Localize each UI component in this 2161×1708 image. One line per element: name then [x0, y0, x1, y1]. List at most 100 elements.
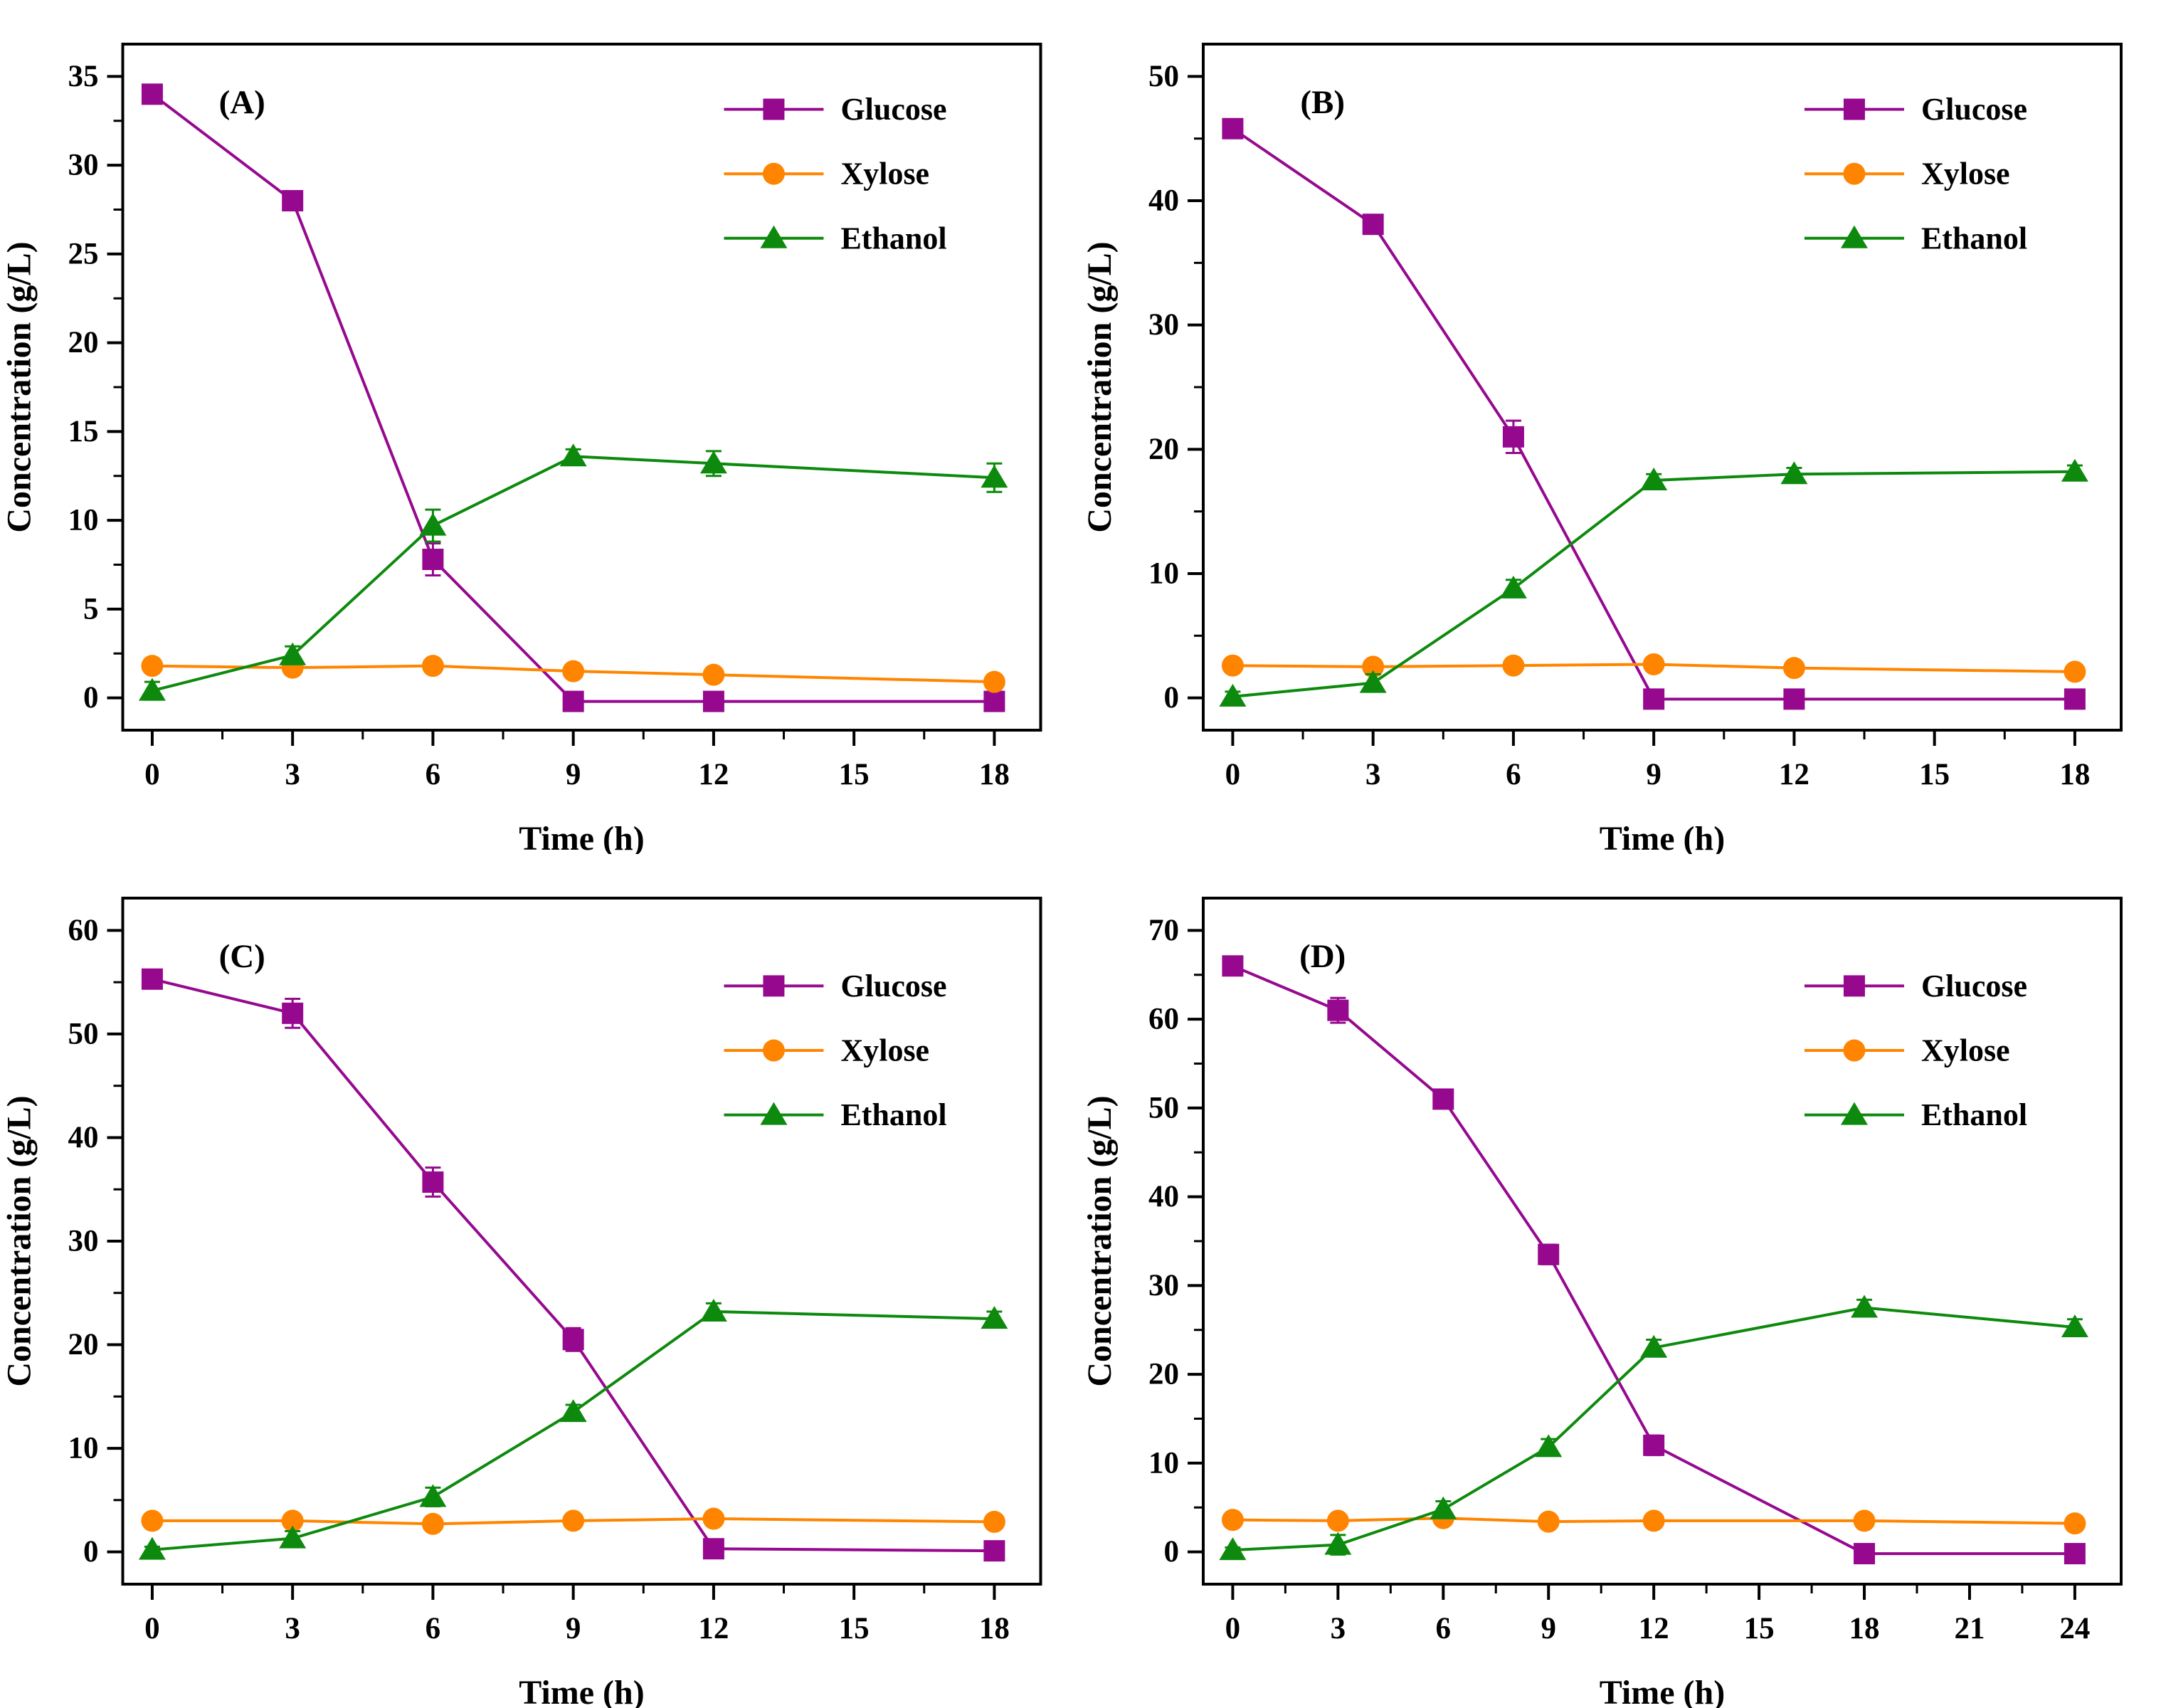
- x-tick-label: 9: [566, 1612, 581, 1645]
- x-tick-label: 9: [1646, 758, 1661, 791]
- panel-d: 0 10 20 30 40 50 60 70 0 3 6 9 12 15 18 21 24 Time (h) Con…: [1081, 854, 2161, 1708]
- y-axis-title: Concentration (g/L): [1, 1095, 38, 1386]
- x-tick-label: 18: [979, 758, 1010, 791]
- x-tick-label: 0: [144, 758, 160, 791]
- x-tick-label: 12: [698, 1612, 729, 1645]
- data-point-circle: [2064, 660, 2086, 683]
- series-xylose: [141, 655, 1005, 693]
- data-point-circle: [1221, 654, 1244, 677]
- legend-label: Ethanol: [840, 221, 946, 255]
- legend-marker-circle: [1843, 162, 1866, 185]
- series-glucose: [1222, 117, 2086, 710]
- x-tick-label: 24: [2059, 1612, 2090, 1645]
- y-axis-title: Concentration (g/L): [1081, 241, 1119, 532]
- series-line: [152, 1517, 995, 1526]
- series-xylose: [1221, 653, 2086, 683]
- data-point-triangle: [1851, 1295, 1879, 1318]
- y-tick-label: 30: [68, 1225, 99, 1258]
- x-tick-label: 15: [839, 758, 870, 791]
- data-point-circle: [983, 670, 1005, 693]
- chart-panel-c: 0 10 20 30 40 50 60 0 3 6 9 12 15 18 Time (h) Concentra…: [1, 897, 1042, 1708]
- x-tick-label: 6: [426, 1612, 441, 1645]
- legend-label: Ethanol: [1921, 221, 2027, 255]
- legend-label: Glucose: [1921, 969, 2027, 1003]
- data-point-triangle: [2061, 458, 2088, 482]
- x-tick-label: 9: [566, 758, 581, 791]
- y-tick-label: 40: [68, 1121, 99, 1154]
- data-point-triangle: [1219, 1537, 1247, 1561]
- data-point-circle: [1326, 1509, 1349, 1532]
- y-tick-label: 0: [1164, 1535, 1180, 1569]
- x-tick-label: 12: [698, 758, 729, 791]
- data-point-square: [562, 690, 584, 712]
- data-point-square: [1222, 117, 1244, 139]
- data-point-square: [2064, 688, 2086, 710]
- data-point-circle: [983, 1510, 1005, 1533]
- panel-c: 0 10 20 30 40 50 60 0 3 6 9 12 15 18 Time (h) Concentra…: [0, 854, 1081, 1708]
- data-point-triangle: [1640, 1334, 1668, 1358]
- x-tick-label: 21: [1954, 1612, 1985, 1645]
- y-tick-label: 0: [83, 681, 99, 715]
- data-point-triangle: [2061, 1314, 2088, 1337]
- y-tick-label: 50: [1148, 60, 1179, 93]
- x-tick-label: 12: [1779, 758, 1809, 791]
- x-axis-title: Time (h): [519, 1674, 644, 1708]
- data-point-triangle: [1324, 1532, 1352, 1555]
- series-ethanol: [1219, 1295, 2088, 1561]
- data-point-triangle: [1499, 575, 1527, 599]
- x-tick-label: 18: [979, 1612, 1010, 1645]
- y-tick-label: 50: [68, 1017, 99, 1050]
- x-tick-label: 0: [1225, 758, 1241, 791]
- data-point-circle: [281, 1509, 304, 1532]
- data-point-triangle: [279, 642, 307, 665]
- data-point-circle: [1362, 655, 1385, 678]
- y-tick-label: 10: [68, 1432, 99, 1465]
- x-tick-label: 0: [144, 1612, 160, 1645]
- data-point-triangle: [1430, 1496, 1457, 1519]
- y-axis-title: Concentration (g/L): [1, 241, 38, 532]
- data-point-triangle: [699, 450, 727, 474]
- x-tick-label: 3: [1365, 758, 1381, 791]
- data-point-circle: [421, 655, 444, 678]
- data-point-triangle: [699, 1298, 727, 1322]
- y-tick-label: 30: [68, 149, 99, 182]
- data-point-circle: [562, 660, 585, 682]
- series-xylose: [1221, 1507, 2086, 1535]
- x-axis-title: Time (h): [519, 820, 644, 854]
- legend-marker-square: [763, 98, 785, 120]
- data-point-triangle: [981, 1306, 1008, 1329]
- series-ethanol: [1219, 458, 2088, 707]
- legend-label: Glucose: [1921, 92, 2027, 127]
- data-point-square: [1643, 1434, 1665, 1456]
- data-point-circle: [421, 1512, 444, 1535]
- x-tick-label: 18: [1849, 1612, 1880, 1645]
- x-axis-title: Time (h): [1600, 820, 1725, 854]
- legend: Glucose Xylose Ethanol: [724, 969, 947, 1132]
- legend-label: Xylose: [1921, 1033, 2010, 1068]
- data-point-circle: [2064, 1512, 2086, 1535]
- data-point-square: [1643, 688, 1665, 710]
- data-point-square: [983, 1540, 1005, 1562]
- data-point-square: [141, 83, 163, 105]
- x-tick-label: 3: [285, 1612, 300, 1645]
- data-point-triangle: [279, 1525, 307, 1549]
- x-tick-label: 3: [1331, 1612, 1346, 1645]
- panel-label: (C): [219, 938, 265, 975]
- data-point-square: [1327, 999, 1349, 1021]
- data-point-square: [422, 548, 444, 570]
- legend-label: Ethanol: [840, 1097, 946, 1132]
- y-tick-label: 20: [1148, 1358, 1179, 1391]
- y-axis-title: Concentration (g/L): [1081, 1095, 1119, 1386]
- series-line: [151, 93, 995, 703]
- series-glucose: [141, 83, 1005, 712]
- panel-label: (B): [1300, 84, 1345, 121]
- data-point-circle: [1642, 1509, 1665, 1532]
- legend-label: Xylose: [1921, 157, 2010, 191]
- data-point-circle: [141, 655, 164, 678]
- y-tick-label: 10: [1148, 557, 1179, 590]
- y-tick-label: 5: [83, 592, 99, 626]
- y-tick-label: 40: [1148, 184, 1179, 218]
- legend: Glucose Xylose Ethanol: [724, 92, 947, 255]
- data-point-circle: [141, 1509, 164, 1532]
- x-tick-label: 18: [2059, 758, 2090, 791]
